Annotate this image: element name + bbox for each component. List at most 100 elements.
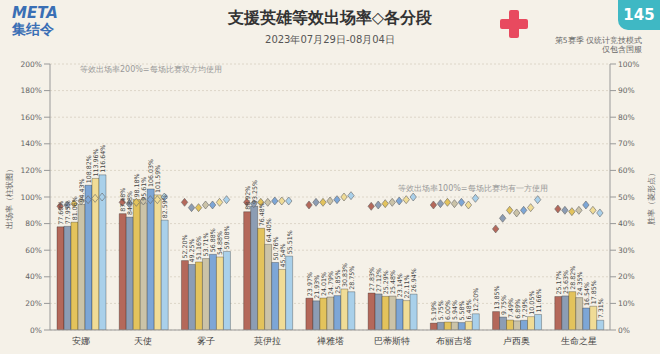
svg-text:50.76%: 50.76%	[272, 236, 279, 260]
svg-text:87.48%: 87.48%	[119, 188, 126, 212]
svg-text:卢西奥: 卢西奥	[503, 336, 530, 346]
svg-text:23.97%: 23.97%	[306, 272, 313, 296]
svg-text:95.61%: 95.61%	[140, 177, 147, 201]
svg-text:5.75%: 5.75%	[437, 300, 444, 320]
svg-text:101.59%: 101.59%	[154, 165, 161, 193]
svg-text:70%: 70%	[618, 139, 635, 148]
html-text:集结令: 集结令	[12, 20, 54, 37]
svg-text:80%: 80%	[618, 113, 635, 122]
svg-text:25.63%: 25.63%	[562, 270, 569, 294]
svg-text:77.60%: 77.60%	[57, 201, 64, 225]
svg-text:180%: 180%	[21, 86, 42, 95]
svg-text:7.31%: 7.31%	[597, 298, 604, 318]
svg-text:5.94%: 5.94%	[451, 300, 458, 320]
svg-text:113.96%: 113.96%	[92, 148, 99, 176]
svg-text:安娜: 安娜	[72, 336, 90, 346]
svg-text:88.92%: 88.92%	[244, 186, 251, 210]
svg-text:59.08%: 59.08%	[223, 225, 230, 249]
svg-text:25.17%: 25.17%	[555, 270, 562, 294]
svg-text:10.05%: 10.05%	[528, 291, 535, 315]
svg-text:82.59%: 82.59%	[161, 194, 168, 218]
svg-text:76.48%: 76.48%	[258, 202, 265, 226]
svg-text:28.82%: 28.82%	[569, 266, 576, 290]
svg-text:0%: 0%	[618, 326, 630, 335]
svg-text:26.94%: 26.94%	[410, 268, 417, 292]
svg-text:90%: 90%	[618, 86, 635, 95]
svg-text:53.71%: 53.71%	[202, 233, 209, 257]
svg-text:77.95%: 77.95%	[64, 200, 71, 224]
svg-text:84.88%: 84.88%	[126, 191, 133, 215]
svg-text:60%: 60%	[25, 246, 42, 255]
svg-text:93.25%: 93.25%	[251, 180, 258, 204]
svg-text:0%: 0%	[30, 326, 42, 335]
svg-text:100%: 100%	[21, 193, 42, 202]
svg-text:23.14%: 23.14%	[396, 273, 403, 297]
svg-text:49.25%: 49.25%	[188, 238, 195, 262]
svg-text:天使: 天使	[134, 336, 152, 346]
svg-text:莫伊拉: 莫伊拉	[254, 336, 281, 346]
svg-text:45.54%: 45.54%	[279, 243, 286, 267]
svg-text:98.18%: 98.18%	[133, 173, 140, 197]
svg-text:54.88%: 54.88%	[216, 231, 223, 255]
svg-text:22.11%: 22.11%	[403, 275, 410, 299]
svg-text:9.75%: 9.75%	[500, 295, 507, 315]
svg-text:17.85%: 17.85%	[590, 280, 597, 304]
svg-text:27.83%: 27.83%	[368, 267, 375, 291]
svg-text:24.01%: 24.01%	[320, 272, 327, 296]
svg-text:胜率（菱形点）: 胜率（菱形点）	[647, 169, 656, 225]
svg-text:24.79%: 24.79%	[327, 271, 334, 295]
svg-text:120%: 120%	[21, 166, 42, 175]
svg-text:10%: 10%	[618, 299, 635, 308]
svg-text:24.35%: 24.35%	[576, 272, 583, 296]
svg-text:40%: 40%	[618, 219, 635, 228]
svg-text:55.51%: 55.51%	[286, 230, 293, 254]
svg-text:30.83%: 30.83%	[341, 263, 348, 287]
svg-text:雾子: 雾子	[197, 336, 215, 346]
svg-text:25.48%: 25.48%	[389, 270, 396, 294]
svg-text:40%: 40%	[25, 272, 42, 281]
svg-text:160%: 160%	[21, 113, 42, 122]
svg-text:81.06%: 81.06%	[71, 196, 78, 220]
svg-text:28.75%: 28.75%	[348, 266, 355, 290]
svg-text:6.48%: 6.48%	[465, 299, 472, 319]
svg-text:25.29%: 25.29%	[382, 270, 389, 294]
html-text:支援英雄等效出场率◇各分段: 支援英雄等效出场率◇各分段	[227, 8, 433, 27]
svg-text:7.29%: 7.29%	[521, 298, 528, 318]
svg-text:6.00%: 6.00%	[444, 300, 451, 320]
svg-text:20%: 20%	[25, 299, 42, 308]
svg-text:106.03%: 106.03%	[147, 159, 154, 187]
svg-text:5.58%: 5.58%	[458, 301, 465, 321]
svg-text:20%: 20%	[618, 272, 635, 281]
svg-text:11.66%: 11.66%	[535, 288, 542, 312]
svg-text:64.40%: 64.40%	[265, 218, 272, 242]
svg-text:100%: 100%	[618, 60, 639, 69]
svg-text:巴蒂斯特: 巴蒂斯特	[374, 336, 410, 346]
svg-text:108.82%: 108.82%	[85, 155, 92, 183]
svg-text:30%: 30%	[618, 246, 635, 255]
svg-text:出场率（柱状图）: 出场率（柱状图）	[5, 165, 14, 229]
svg-text:51.16%: 51.16%	[195, 236, 202, 260]
svg-text:13.85%: 13.85%	[493, 286, 500, 310]
svg-text:12.20%: 12.20%	[472, 288, 479, 312]
svg-text:52.20%: 52.20%	[181, 235, 188, 259]
svg-text:27.12%: 27.12%	[375, 268, 382, 292]
svg-text:60%: 60%	[618, 166, 635, 175]
svg-text:50%: 50%	[618, 193, 635, 202]
svg-text:7.49%: 7.49%	[507, 298, 514, 318]
html-text:145: 145	[623, 6, 655, 24]
svg-text:5.19%: 5.19%	[430, 301, 437, 321]
svg-text:21.93%: 21.93%	[313, 275, 320, 299]
svg-text:布丽吉塔: 布丽吉塔	[436, 336, 472, 346]
svg-text:16.54%: 16.54%	[583, 282, 590, 306]
svg-text:116.64%: 116.64%	[99, 145, 106, 173]
svg-text:56.88%: 56.88%	[209, 228, 216, 252]
svg-text:禅雅塔: 禅雅塔	[317, 336, 344, 346]
svg-text:6.89%: 6.89%	[514, 299, 521, 319]
svg-text:200%: 200%	[21, 60, 42, 69]
html-text:META: META	[12, 4, 58, 22]
svg-text:140%: 140%	[21, 139, 42, 148]
svg-text:94.43%: 94.43%	[78, 178, 85, 202]
svg-text:生命之星: 生命之星	[561, 336, 597, 346]
svg-text:25.85%: 25.85%	[334, 270, 341, 294]
svg-text:80%: 80%	[25, 219, 42, 228]
